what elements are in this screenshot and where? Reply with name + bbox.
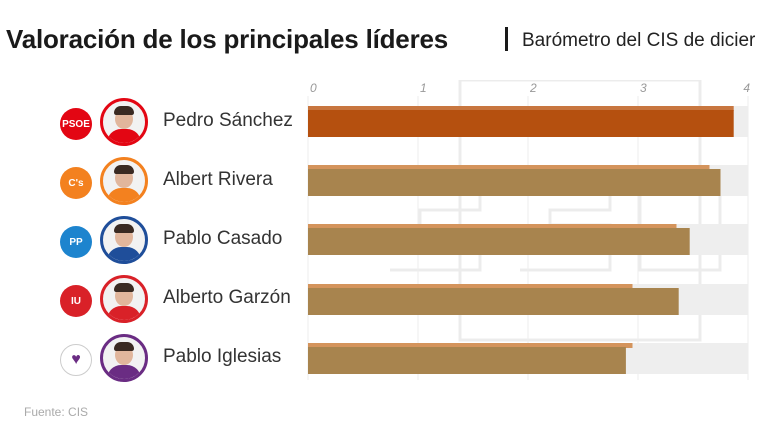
avatar bbox=[100, 98, 148, 146]
tick-label: 2 bbox=[529, 81, 537, 95]
bar bbox=[308, 169, 721, 196]
leader-name: Pablo Iglesias bbox=[163, 346, 282, 367]
leader-row: PP Pablo Casado bbox=[0, 214, 310, 270]
party-logo-icon: IU bbox=[60, 285, 92, 317]
leader-row: PSOE Pedro Sánchez bbox=[0, 96, 310, 152]
bar-previous bbox=[308, 343, 633, 348]
leader-row: ♥ Pablo Iglesias bbox=[0, 332, 310, 388]
bar-previous bbox=[308, 165, 710, 170]
party-logo-icon: PP bbox=[60, 226, 92, 258]
leader-name: Alberto Garzón bbox=[163, 287, 291, 308]
avatar bbox=[100, 275, 148, 323]
chart-title: Valoración de los principales líderes bbox=[6, 24, 449, 54]
chart-subtitle: Barómetro del CIS de dicier bbox=[522, 30, 756, 51]
leader-name: Pablo Casado bbox=[163, 228, 283, 249]
bar bbox=[308, 110, 734, 137]
leader-row: C's Albert Rivera bbox=[0, 155, 310, 211]
bar bbox=[308, 288, 679, 315]
title-separator bbox=[505, 27, 508, 51]
bar bbox=[308, 228, 690, 255]
bar bbox=[308, 347, 626, 374]
leader-name: Albert Rivera bbox=[163, 169, 273, 190]
avatar bbox=[100, 157, 148, 205]
tick-label: 0 bbox=[310, 81, 317, 95]
source-note: Fuente: CIS bbox=[24, 405, 89, 419]
party-logo-icon: ♥ bbox=[60, 344, 92, 376]
tick-label: 4 bbox=[743, 81, 750, 95]
leader-row: IU Alberto Garzón bbox=[0, 273, 310, 329]
avatar bbox=[100, 334, 148, 382]
tick-label: 1 bbox=[420, 81, 427, 95]
leader-name: Pedro Sánchez bbox=[163, 110, 293, 131]
party-logo-icon: C's bbox=[60, 167, 92, 199]
tick-label: 3 bbox=[640, 81, 647, 95]
bar-previous bbox=[308, 106, 734, 111]
avatar bbox=[100, 216, 148, 264]
party-logo-icon: PSOE bbox=[60, 108, 92, 140]
bar-previous bbox=[308, 284, 633, 289]
bar-previous bbox=[308, 224, 677, 229]
